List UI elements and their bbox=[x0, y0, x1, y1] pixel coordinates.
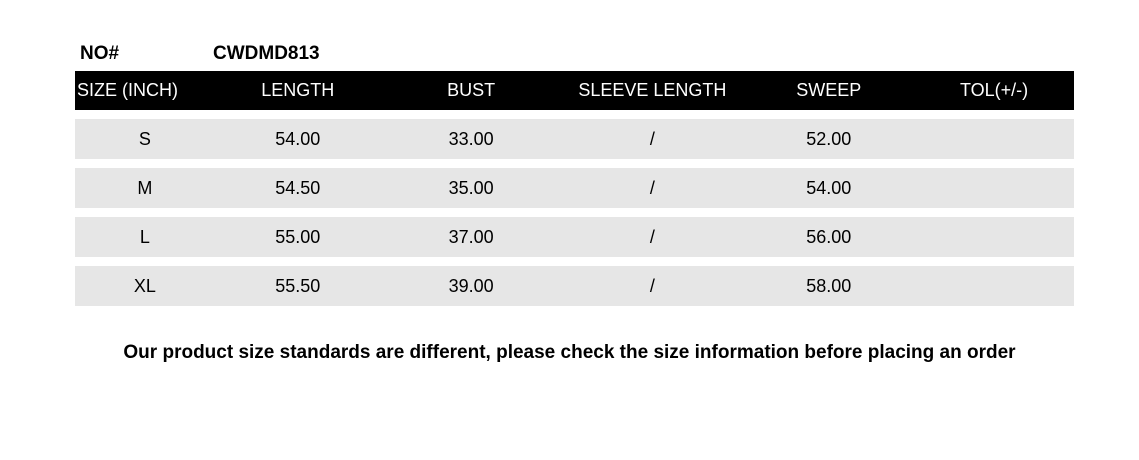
header-sweep: SWEEP bbox=[796, 80, 862, 100]
table-row-m: M 54.50 35.00 / 54.00 bbox=[75, 168, 1074, 208]
size-chart-table: SIZE (INCH) LENGTH BUST SLEEVE LENGTH SW… bbox=[75, 71, 1074, 306]
cell-length: 54.00 bbox=[275, 128, 321, 149]
cell-sleeve-length: / bbox=[649, 128, 655, 149]
cell-sleeve-length: / bbox=[649, 275, 655, 296]
cell-sweep: 58.00 bbox=[806, 275, 852, 296]
table-row-l: L 55.00 37.00 / 56.00 bbox=[75, 217, 1074, 257]
table-header-row: SIZE (INCH) LENGTH BUST SLEEVE LENGTH SW… bbox=[75, 71, 1074, 110]
table-row-xl: XL 55.50 39.00 / 58.00 bbox=[75, 266, 1074, 306]
product-no-label: NO# bbox=[80, 43, 120, 64]
cell-bust: 33.00 bbox=[448, 128, 494, 149]
cell-size: XL bbox=[133, 275, 156, 296]
header-sleeve-length: SLEEVE LENGTH bbox=[578, 80, 727, 100]
size-disclaimer-note: Our product size standards are different… bbox=[123, 342, 1016, 363]
cell-bust: 35.00 bbox=[448, 177, 494, 198]
cell-length: 55.50 bbox=[275, 275, 321, 296]
product-number-row: NO# CWDMD813 bbox=[80, 43, 320, 65]
cell-sweep: 56.00 bbox=[806, 226, 852, 247]
cell-sweep: 54.00 bbox=[806, 177, 852, 198]
cell-length: 54.50 bbox=[275, 177, 321, 198]
cell-sleeve-length: / bbox=[649, 226, 655, 247]
cell-size: M bbox=[137, 177, 153, 198]
table-row-s: S 54.00 33.00 / 52.00 bbox=[75, 119, 1074, 159]
cell-sleeve-length: / bbox=[649, 177, 655, 198]
cell-size: L bbox=[139, 226, 150, 247]
cell-sweep: 52.00 bbox=[806, 128, 852, 149]
cell-size: S bbox=[138, 128, 151, 149]
cell-bust: 39.00 bbox=[448, 275, 494, 296]
header-size: SIZE (INCH) bbox=[77, 80, 178, 100]
header-tolerance: TOL(+/-) bbox=[959, 80, 1029, 100]
product-no-value: CWDMD813 bbox=[213, 43, 320, 64]
header-bust: BUST bbox=[447, 80, 496, 100]
header-length: LENGTH bbox=[261, 80, 335, 100]
cell-bust: 37.00 bbox=[448, 226, 494, 247]
cell-length: 55.00 bbox=[275, 226, 321, 247]
